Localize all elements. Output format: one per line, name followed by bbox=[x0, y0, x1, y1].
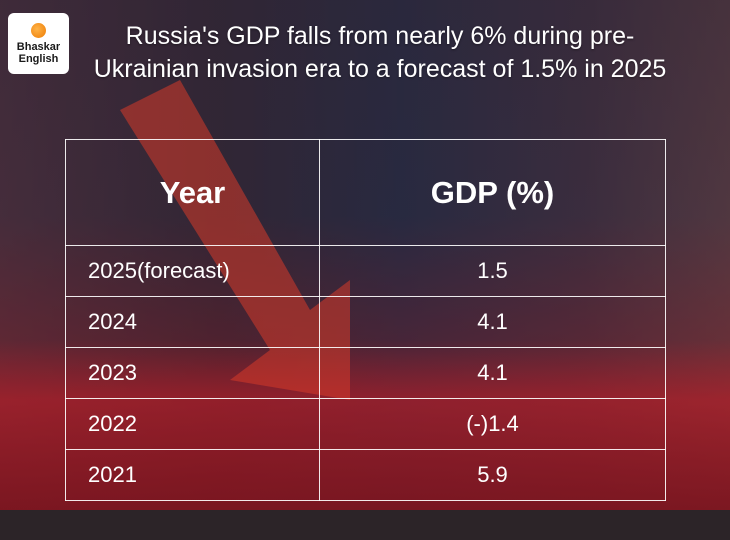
table-row: 2024 4.1 bbox=[65, 296, 666, 348]
table-row: 2022 (-)1.4 bbox=[65, 398, 666, 450]
gdp-cell: 4.1 bbox=[319, 296, 666, 348]
table-row: 2023 4.1 bbox=[65, 347, 666, 399]
year-cell: 2023 bbox=[65, 347, 320, 399]
logo-text-line2: English bbox=[18, 52, 59, 65]
logo-sun-icon bbox=[31, 22, 46, 38]
gdp-cell: (-)1.4 bbox=[319, 398, 666, 450]
gdp-cell: 5.9 bbox=[319, 449, 666, 501]
chart-title: Russia's GDP falls from nearly 6% during… bbox=[93, 22, 667, 83]
year-cell: 2021 bbox=[65, 449, 320, 501]
gdp-cell: 4.1 bbox=[319, 347, 666, 399]
bhaskar-english-logo: Bhaskar English bbox=[8, 13, 69, 74]
year-cell: 2022 bbox=[65, 398, 320, 450]
logo-text-line1: Bhaskar bbox=[16, 40, 61, 53]
gdp-table: Year GDP (%) 2025(forecast) 1.5 2024 4.1… bbox=[65, 139, 666, 501]
table-row: 2021 5.9 bbox=[65, 449, 666, 501]
table-header-row: Year GDP (%) bbox=[65, 139, 666, 246]
table-row: 2025(forecast) 1.5 bbox=[65, 245, 666, 297]
year-cell: 2025(forecast) bbox=[65, 245, 320, 297]
column-header-year: Year bbox=[65, 139, 320, 246]
gdp-cell: 1.5 bbox=[319, 245, 666, 297]
year-cell: 2024 bbox=[65, 296, 320, 348]
background-bottom-strip bbox=[0, 510, 730, 540]
column-header-gdp: GDP (%) bbox=[319, 139, 666, 246]
